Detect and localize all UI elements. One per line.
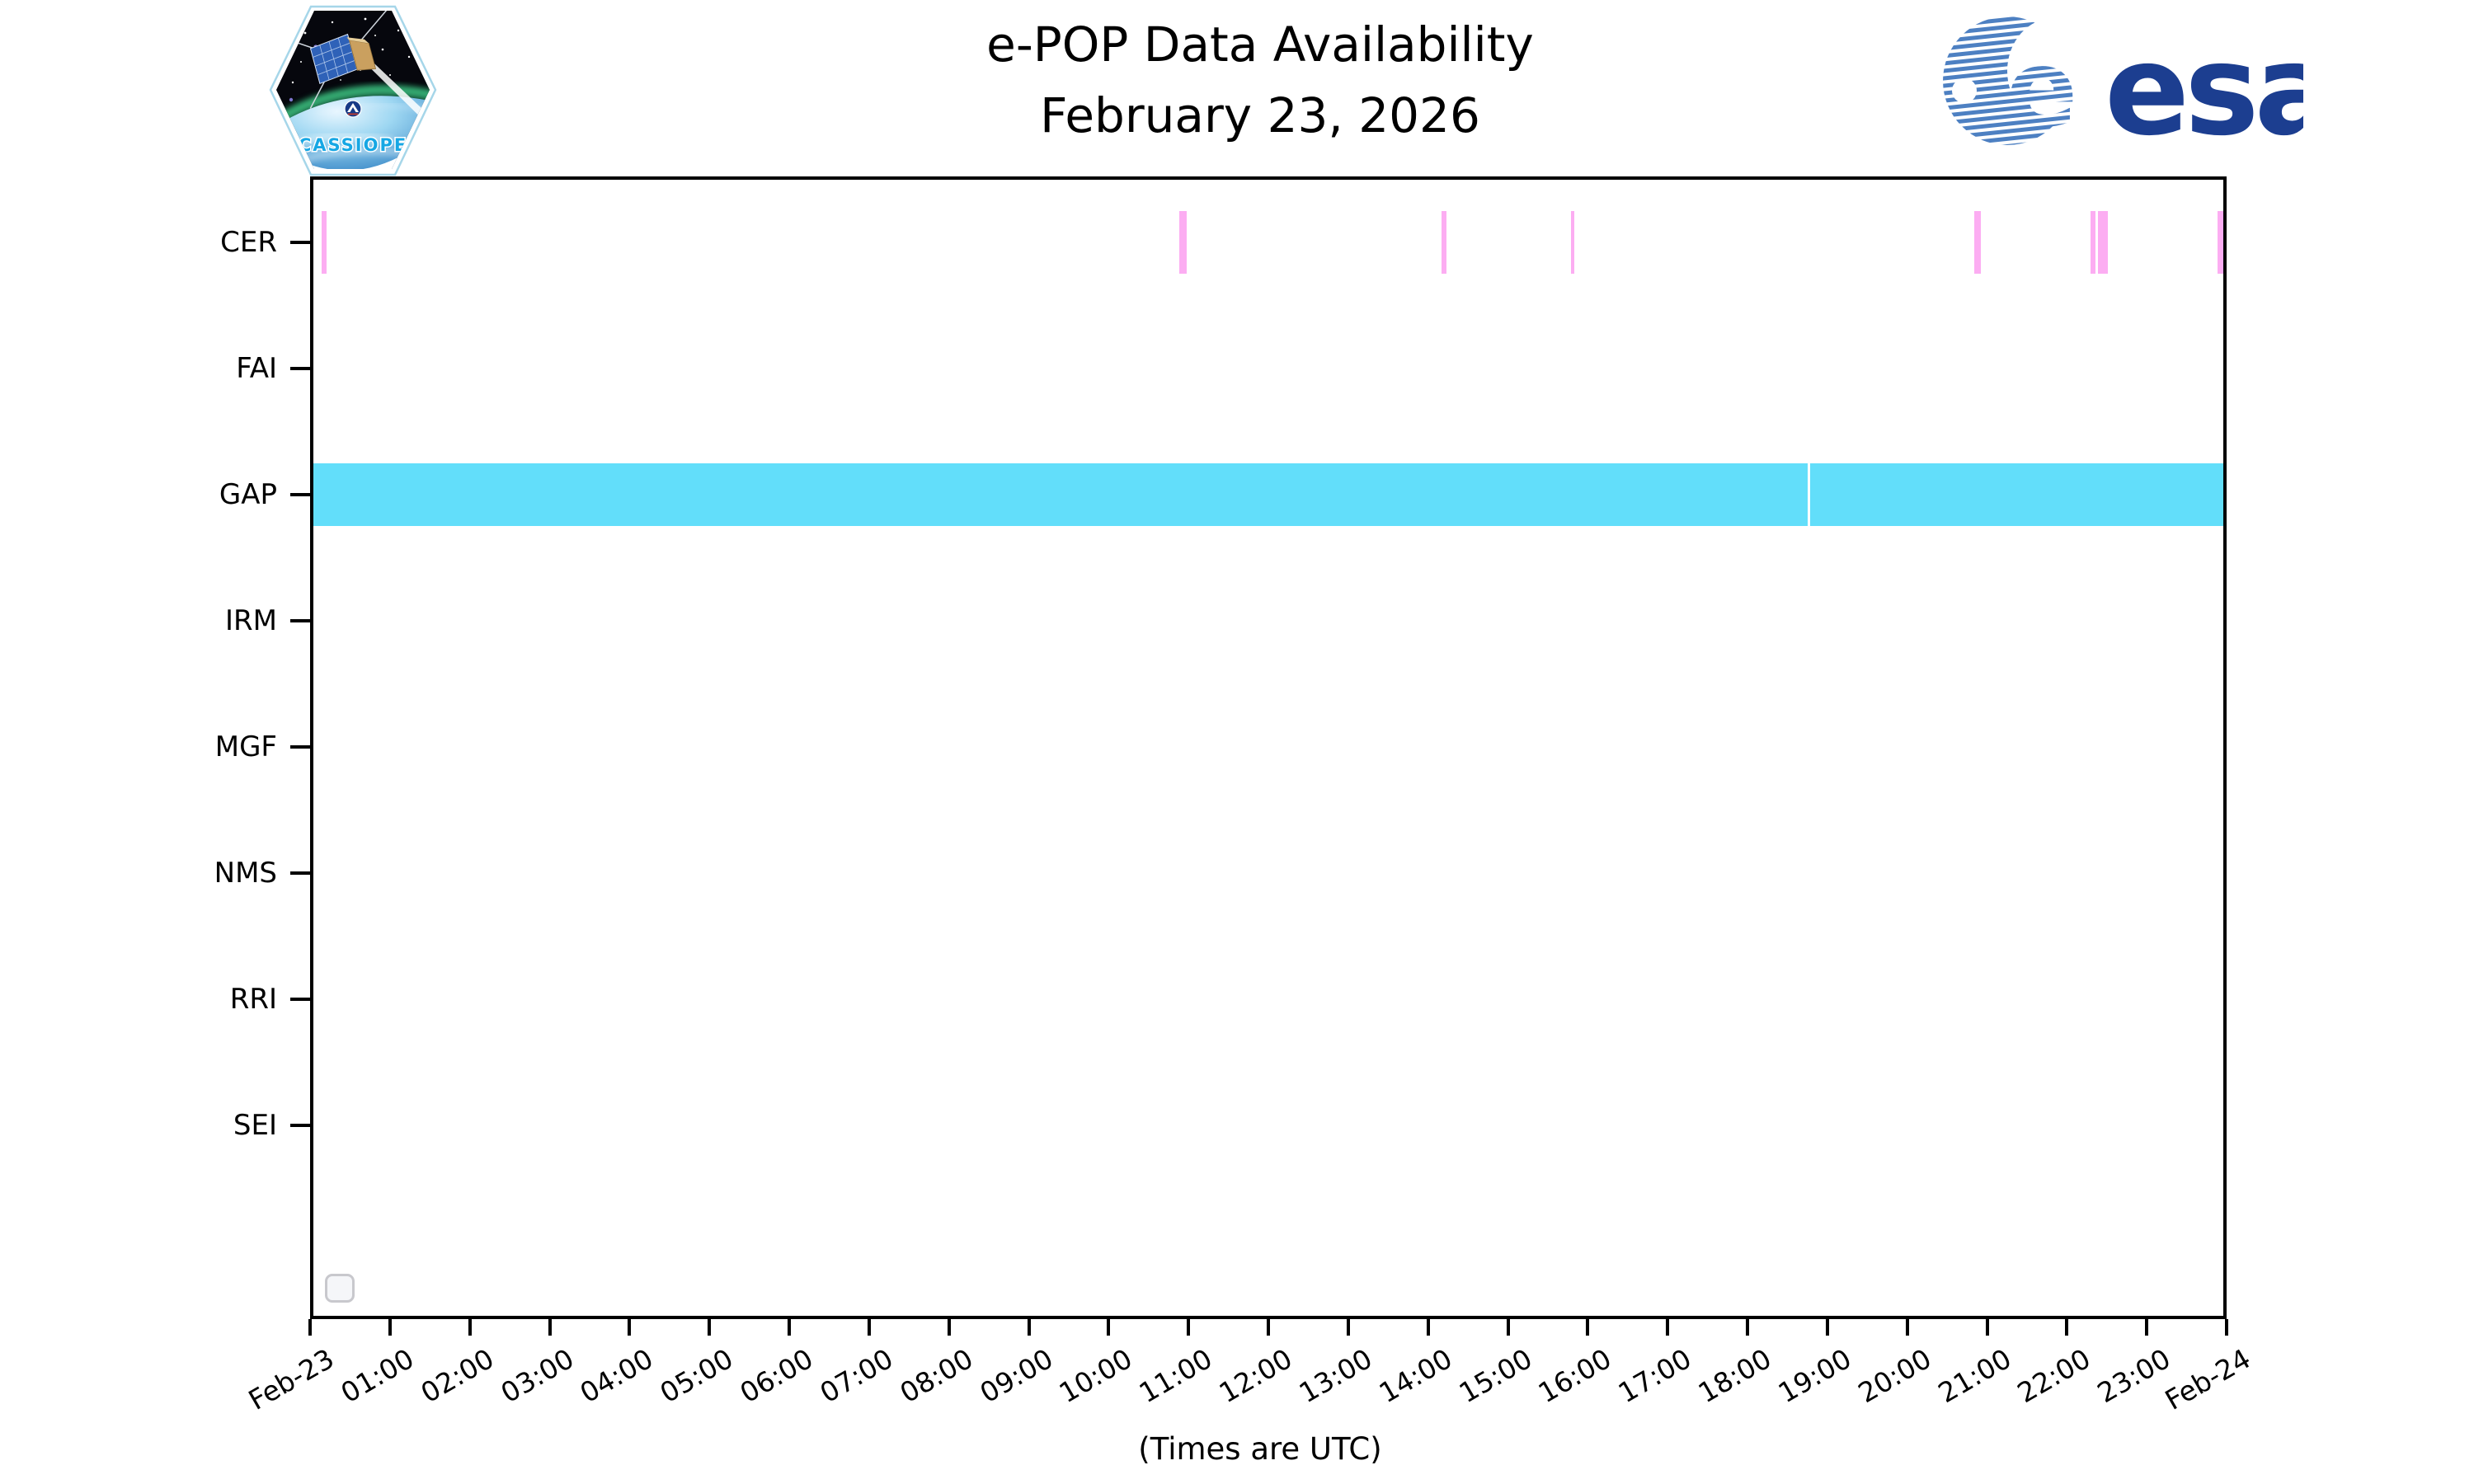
y-axis-label-sei: SEI (233, 1109, 277, 1142)
esa-logo-text: esa (2105, 17, 2303, 152)
plot-border (310, 176, 2227, 1319)
y-tick-cer (290, 241, 310, 244)
cer-availability-bar (2218, 211, 2226, 274)
x-tick-mark (1666, 1319, 1670, 1336)
y-axis-label-nms: NMS (214, 857, 277, 890)
y-tick-rri (290, 998, 310, 1001)
y-axis-label-cer: CER (220, 226, 277, 259)
y-axis-label-irm: IRM (225, 604, 277, 637)
y-axis-label-rri: RRI (229, 983, 277, 1016)
patch-bottom-band (276, 134, 430, 169)
x-tick-mark (1426, 1319, 1430, 1336)
x-tick-mark (1746, 1319, 1749, 1336)
esa-globe-icon: e (1943, 16, 2100, 151)
chart-title: e-POP Data Availability (986, 16, 1534, 73)
x-tick-mark (308, 1319, 312, 1336)
cer-availability-bar (2098, 211, 2108, 274)
plot-area: CER FAI GAP IRM MGF NMS RRI SEI Feb-23 01:00 02:00… (214, 176, 2256, 1416)
chart-subtitle: February 23, 2026 (1040, 87, 1480, 143)
x-tick-mark (1506, 1319, 1510, 1336)
x-tick-mark (1825, 1319, 1829, 1336)
csa-logo (344, 100, 362, 118)
empty-legend-box (325, 1274, 355, 1303)
x-tick-mark (1905, 1319, 1909, 1336)
x-tick-mark (2225, 1319, 2228, 1336)
y-tick-nms (290, 871, 310, 875)
x-tick-mark (788, 1319, 791, 1336)
x-tick-mark (548, 1319, 552, 1336)
x-tick-mark (867, 1319, 871, 1336)
x-tick-mark (1027, 1319, 1031, 1336)
patch-artwork: CASSIOPE (276, 11, 430, 169)
y-axis-label-fai: FAI (236, 352, 277, 385)
x-tick-mark (1346, 1319, 1350, 1336)
cer-availability-bar (1974, 211, 1981, 274)
x-tick-mark (2065, 1319, 2069, 1336)
cer-availability-bar (321, 211, 327, 274)
x-tick-mark (388, 1319, 392, 1336)
x-tick-mark (468, 1319, 472, 1336)
cassiope-patch-label: CASSIOPE (299, 135, 407, 155)
x-tick-mark (1267, 1319, 1270, 1336)
x-tick-mark (947, 1319, 951, 1336)
x-tick-mark (2145, 1319, 2149, 1336)
x-axis-note: (Times are UTC) (1138, 1431, 1382, 1467)
y-axis-label-mgf: MGF (214, 730, 277, 763)
y-axis-label-gap: GAP (219, 478, 277, 511)
y-tick-sei (290, 1124, 310, 1127)
y-tick-fai (290, 367, 310, 370)
svg-text:e: e (2006, 28, 2078, 151)
cassiope-mission-patch: CASSIOPE (269, 5, 437, 176)
x-tick-mark (628, 1319, 632, 1336)
y-tick-irm (290, 619, 310, 622)
cer-availability-bar (1442, 211, 1446, 274)
gap-availability-bar (1809, 463, 2227, 526)
x-tick-mark (1985, 1319, 1989, 1336)
x-tick-mark (708, 1319, 712, 1336)
cer-availability-bar (1571, 211, 1574, 274)
cer-availability-bar (1178, 211, 1188, 274)
x-tick-mark (1107, 1319, 1111, 1336)
y-tick-gap (290, 493, 310, 496)
patch-satellite (276, 11, 427, 119)
x-tick-mark (1586, 1319, 1590, 1336)
patch-cloud-streak (300, 148, 409, 163)
patch-aurora (276, 87, 430, 125)
cer-availability-bar (2091, 211, 2096, 274)
x-tick-mark (1187, 1319, 1191, 1336)
y-tick-mgf (290, 745, 310, 749)
esa-logo: e esa (1943, 16, 2303, 152)
gap-availability-bar (310, 463, 1808, 526)
